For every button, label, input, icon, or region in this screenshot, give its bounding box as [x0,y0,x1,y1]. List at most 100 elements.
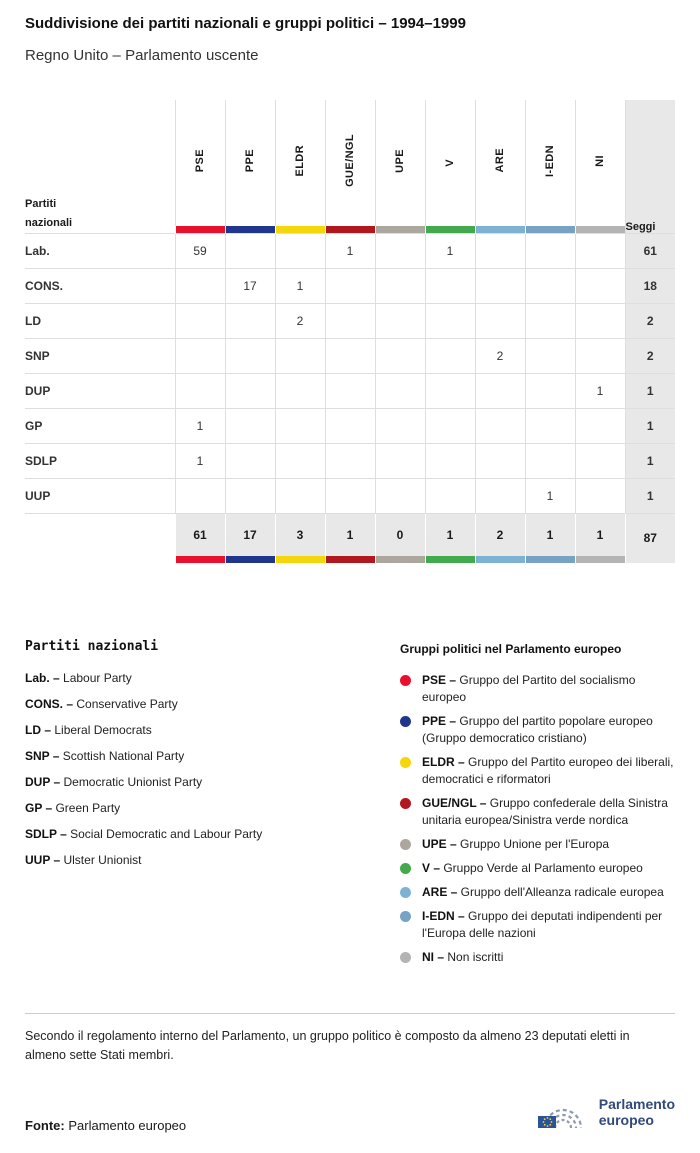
value-cell [374,338,425,374]
value-cell [424,268,475,304]
color-bar-cell [174,226,225,234]
group-header-gue-ngl: GUE/NGL [324,100,375,226]
page-title: Suddivisione dei partiti nazionali e gru… [25,15,466,32]
group-color-bar-gue-ngl [325,555,375,563]
value-cell [324,478,375,514]
group-color-dot-eldr [400,756,411,768]
color-bar-cell [224,226,275,234]
group-header-label: NI [594,155,606,167]
party-name-cell: CONS. [25,268,175,304]
group-color-bar-upe [375,555,425,563]
value-cell [324,338,375,374]
value-cell [574,268,625,304]
total-value-cell: 61 [174,513,225,556]
group-header-label: I-EDN [544,144,556,177]
value-cell [174,268,225,304]
party-legend-title: Partiti nazionali [25,638,159,654]
total-value-cell: 1 [324,513,375,556]
group-color-bar-ppe [225,226,275,233]
color-bar-cell [574,555,625,563]
group-header-label: PSE [194,148,206,173]
group-legend-item: V – Gruppo Verde al Parlamento europeo [400,860,675,877]
total-seats-cell: 87 [624,513,675,563]
group-color-bar-v [425,226,475,233]
value-cell [274,233,325,269]
seats-cell: 2 [624,303,675,339]
party-name-cell: GP [25,408,175,444]
group-header-label: ARE [494,148,506,173]
source-text: Parlamento europeo [68,1117,187,1133]
parties-table-body: Partiti nazionali PSE PPE ELDR GUE/NGL UPE V AR… [25,100,675,563]
value-cell [524,338,575,374]
group-header-label: UPE [394,148,406,173]
value-cell [474,233,525,269]
group-header-label: ELDR [294,144,306,177]
color-bar-cell [224,555,275,563]
table-row: GP 1 1 [25,408,675,444]
group-color-dot-ni [400,951,411,963]
group-header-label: V [444,159,456,167]
party-legend-item: GP – Green Party [25,800,121,815]
value-cell [174,373,225,409]
value-cell [424,443,475,479]
party-legend-item: LD – Liberal Democrats [25,722,152,737]
source-label: Fonte: [25,1117,65,1133]
group-legend-item: UPE – Gruppo Unione per l'Europa [400,836,675,853]
totals-spacer [25,513,175,563]
seats-cell: 1 [624,373,675,409]
group-color-dot-ppe [400,715,411,727]
color-bar-cell [574,226,625,234]
seats-header: Seggi [624,100,675,234]
value-cell [324,373,375,409]
value-cell [374,478,425,514]
group-header-pse: PSE [174,100,225,226]
value-cell: 1 [174,408,225,444]
group-color-bar-upe [375,226,425,233]
group-legend-text: V – Gruppo Verde al Parlamento europeo [422,860,643,875]
value-cell [174,478,225,514]
value-cell [324,443,375,479]
total-value-cell: 1 [424,513,475,556]
group-legend-text: ELDR – Gruppo del Partito europeo dei li… [422,754,674,786]
group-legend-text: PPE – Gruppo del partito popolare europe… [422,713,653,745]
value-cell [474,478,525,514]
color-bar-cell [274,226,325,234]
color-bar-cell [324,555,375,563]
table-row: CONS. 17 1 18 [25,268,675,304]
value-cell [474,373,525,409]
value-cell: 1 [324,233,375,269]
value-cell: 1 [574,373,625,409]
value-cell: 2 [474,338,525,374]
value-cell [224,478,275,514]
value-cell: 1 [524,478,575,514]
group-color-dot-are [400,886,411,898]
party-name-cell: SDLP [25,443,175,479]
table-row: SNP 2 2 [25,338,675,374]
divider [25,1012,675,1014]
group-legend-item: ELDR – Gruppo del Partito europeo dei li… [400,754,675,788]
value-cell [474,408,525,444]
total-value-cell: 2 [474,513,525,556]
value-cell [174,303,225,339]
party-legend-item: UUP – Ulster Unionist [25,852,142,867]
table-row: SDLP 1 1 [25,443,675,479]
logo-text-line1: Parlamento [598,1095,675,1112]
value-cell [474,303,525,339]
value-cell [574,443,625,479]
group-color-bar-i-edn [525,555,575,563]
group-color-bar-are [475,226,525,233]
value-cell [574,303,625,339]
totals-row: 61 17 3 1 0 1 2 1 1 87 [25,513,675,563]
group-color-bar-eldr [275,555,325,563]
group-header-ni: NI [574,100,625,226]
group-legend-item: NI – Non iscritti [400,949,675,966]
value-cell: 1 [424,233,475,269]
party-name-cell: DUP [25,373,175,409]
group-color-bar-ni [575,555,625,563]
group-color-dot-i-edn [400,910,411,922]
value-cell [574,408,625,444]
value-cell [424,338,475,374]
group-legend-item: PPE – Gruppo del partito popolare europe… [400,713,675,747]
color-bar-cell [524,226,575,234]
value-cell [274,478,325,514]
